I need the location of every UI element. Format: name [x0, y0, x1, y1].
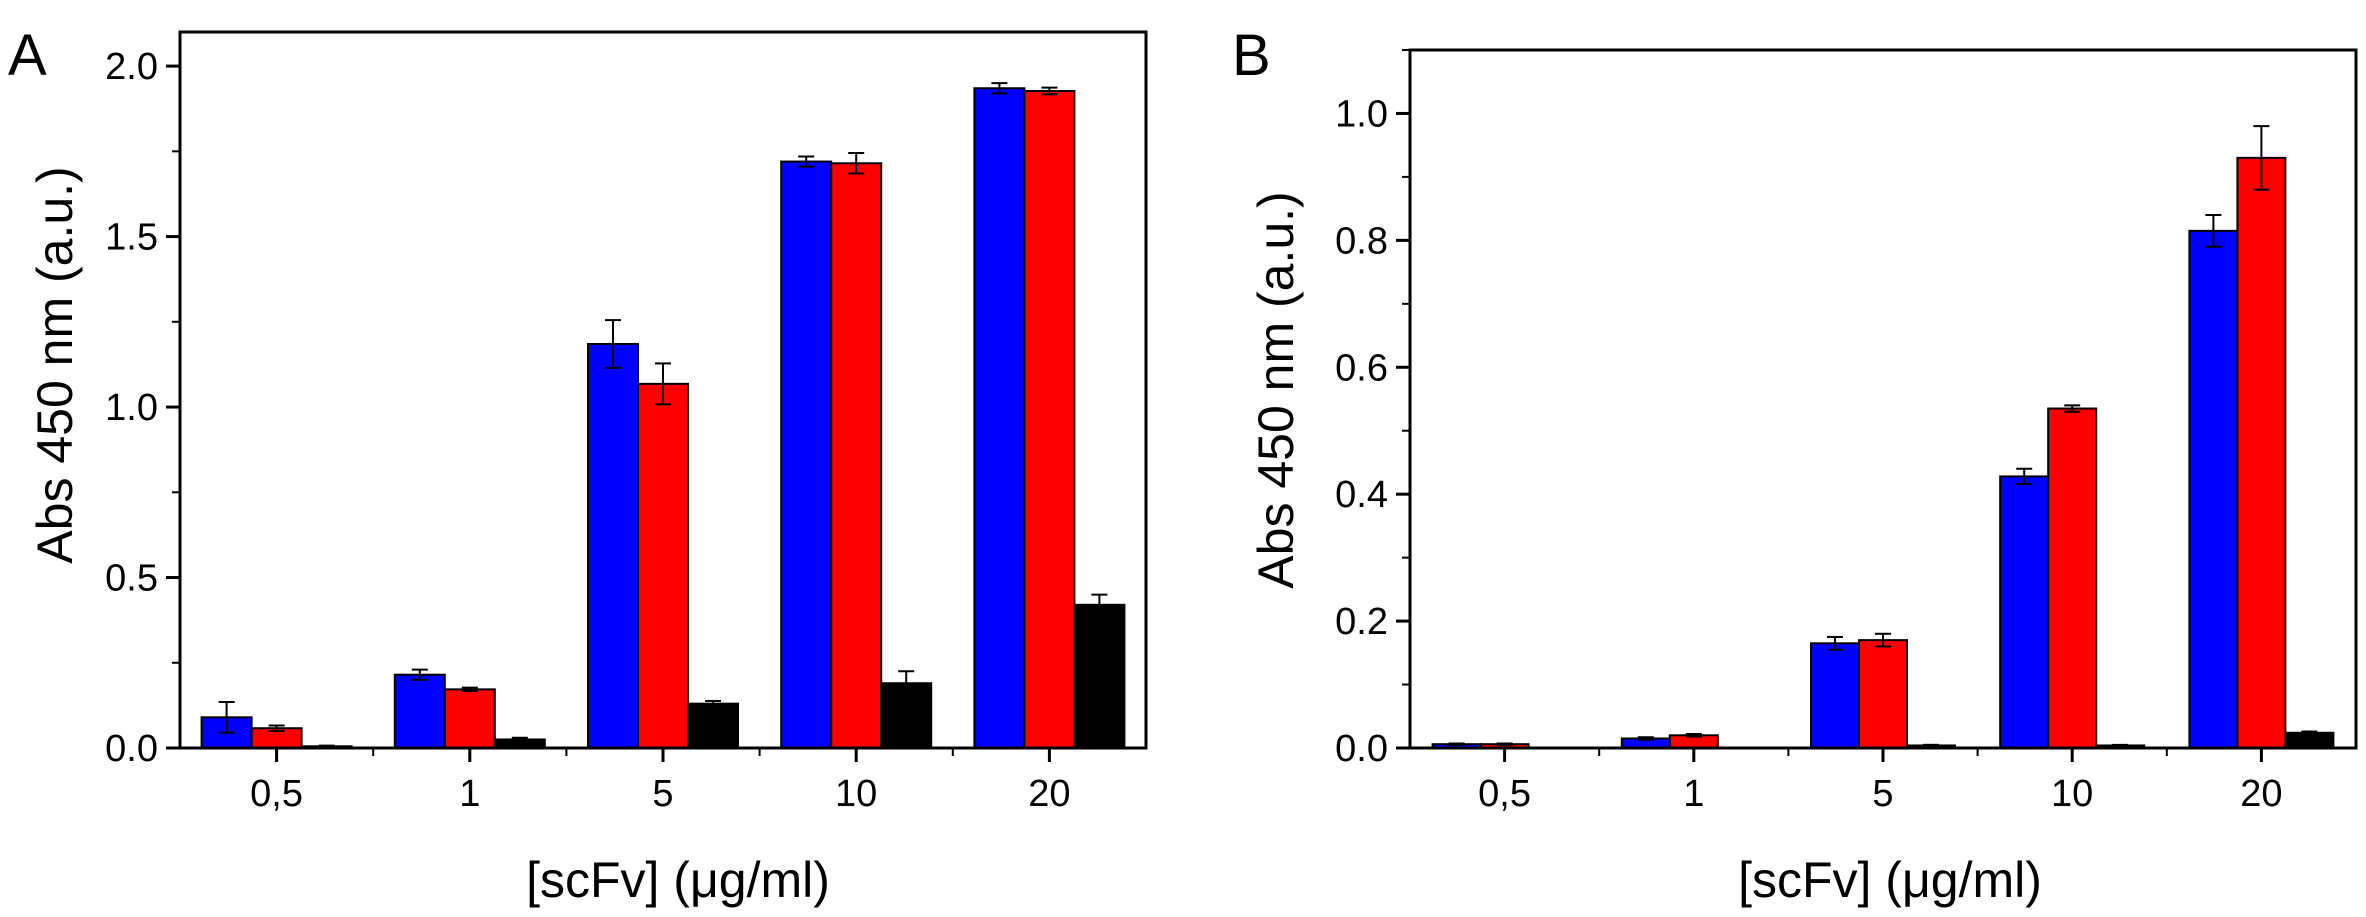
- panel-label: A: [8, 23, 47, 88]
- y-tick-label: 0.8: [1335, 220, 1388, 262]
- marks-group: 0.0 0.2 0.4 0.6 0.8 1.0 0,5 1 5 10 20: [1335, 49, 2335, 815]
- x-tick-label: 0,5: [1478, 773, 1531, 815]
- y-tick-label: 0.2: [1335, 601, 1388, 643]
- y-axis-label: Abs 450 nm (a.u.): [1248, 191, 1304, 588]
- bar: [1999, 475, 2050, 749]
- x-tick-label: 1: [1683, 773, 1704, 815]
- bar: [2047, 407, 2098, 749]
- bar: [780, 160, 833, 750]
- y-tick-label: 1.5: [105, 217, 158, 259]
- bar: [637, 382, 689, 749]
- y-tick-label: 1.0: [105, 387, 158, 429]
- y-tick-label: 0.4: [1335, 474, 1388, 516]
- y-tick-label: 0.5: [105, 558, 158, 600]
- bar: [443, 688, 496, 750]
- bar: [1073, 603, 1126, 749]
- bar: [2236, 156, 2287, 749]
- marks-group: 0.0 0.5 1.0 1.5 2.0 0,5 1 5 10 20: [105, 46, 1126, 815]
- bar: [2284, 731, 2335, 750]
- x-tick-label: 1: [459, 773, 480, 815]
- x-tick-label: 20: [2240, 773, 2282, 815]
- x-tick-label: 10: [835, 773, 877, 815]
- bar: [1023, 89, 1076, 750]
- x-tick-label: 0,5: [250, 773, 303, 815]
- x-tick-label: 20: [1028, 773, 1070, 815]
- y-tick-label: 0.0: [1335, 728, 1388, 770]
- x-axis-label: [scFv] (μg/ml): [1738, 852, 2042, 908]
- chart-panel-a: A Abs 450 nm (a.u.) [scFv] (μg/ml) 0.00.…: [8, 23, 1148, 908]
- x-tick-label: 5: [652, 773, 673, 815]
- x-tick-label: 5: [1872, 773, 1893, 815]
- bar: [1858, 639, 1908, 749]
- plot-frame: [1408, 48, 2358, 750]
- bar: [2188, 229, 2239, 749]
- bar: [830, 162, 883, 749]
- plot-frame: [178, 30, 1148, 750]
- y-tick-label: 0.6: [1335, 347, 1388, 389]
- x-tick-label: 10: [2051, 773, 2093, 815]
- y-tick-label: 1.0: [1335, 93, 1388, 135]
- x-axis-label: [scFv] (μg/ml): [526, 852, 830, 908]
- bar: [973, 87, 1026, 749]
- bar: [1810, 642, 1860, 749]
- panel-label: B: [1232, 23, 1271, 88]
- bar: [687, 702, 739, 750]
- y-tick-label: 2.0: [105, 46, 158, 88]
- y-axis-label: Abs 450 nm (a.u.): [27, 166, 83, 563]
- bar: [587, 342, 639, 749]
- bar: [393, 673, 446, 750]
- chart-panel-b: B Abs 450 nm (a.u.) [scFv] (μg/ml) 0.00.…: [1232, 23, 2358, 908]
- y-tick-label: 0.0: [105, 728, 158, 770]
